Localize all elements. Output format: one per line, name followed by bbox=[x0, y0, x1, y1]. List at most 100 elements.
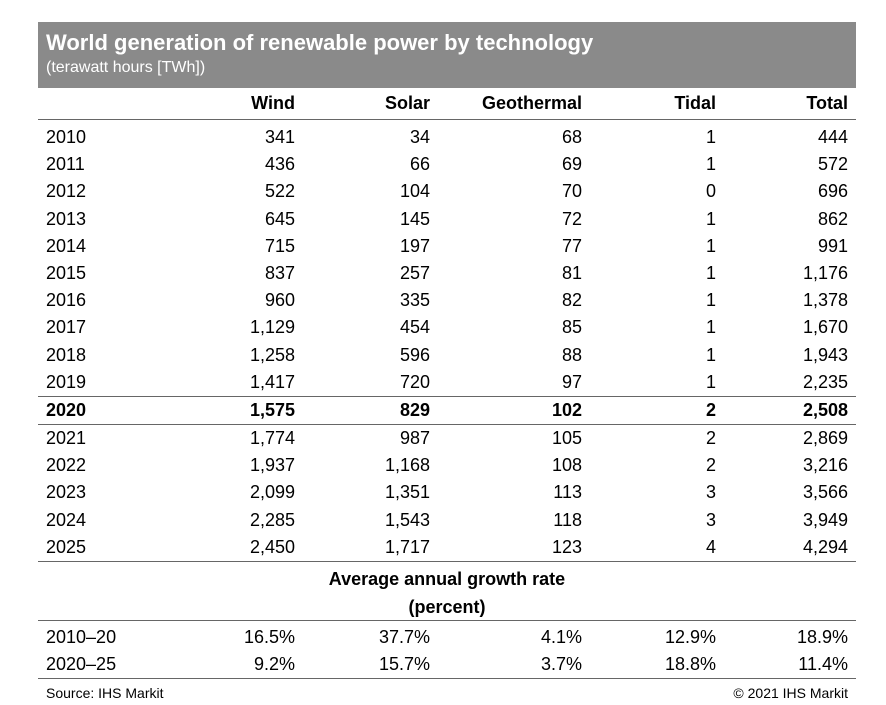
cell-wind: 1,774 bbox=[249, 428, 295, 449]
cell-tidal: 3 bbox=[705, 509, 716, 530]
cell-solar: 454 bbox=[399, 317, 430, 338]
cell-year: 2023 bbox=[46, 482, 87, 503]
cell-geothermal: 68 bbox=[561, 127, 582, 147]
cell-total: 696 bbox=[817, 181, 848, 202]
cell-wind: 341 bbox=[264, 127, 295, 147]
cell-tidal: 1 bbox=[705, 371, 716, 392]
cell-year: 2025 bbox=[46, 536, 87, 557]
table-row: 2024 2,285 1,543 118 3 3,949 bbox=[38, 507, 856, 534]
cell-solar: 1,168 bbox=[384, 455, 430, 476]
table-title: World generation of renewable power by t… bbox=[46, 30, 594, 55]
cell-year: 2016 bbox=[46, 290, 87, 311]
cell-solar: 257 bbox=[399, 262, 430, 283]
cell-wind: 960 bbox=[264, 290, 295, 311]
growth-title: Average annual growth rate bbox=[328, 569, 566, 589]
table-row: 2023 2,099 1,351 113 3 3,566 bbox=[38, 479, 856, 506]
cell-year: 2014 bbox=[46, 235, 87, 256]
cell-geothermal: 3.7% bbox=[540, 654, 582, 675]
column-header-geothermal: Geothermal bbox=[481, 93, 582, 113]
cell-total: 444 bbox=[817, 127, 848, 147]
cell-solar: 197 bbox=[399, 235, 430, 256]
cell-total: 2,869 bbox=[802, 428, 848, 449]
column-header-wind: Wind bbox=[251, 93, 295, 113]
growth-row: 2020–25 9.2% 15.7% 3.7% 18.8% 11.4% bbox=[38, 651, 856, 678]
cell-wind: 1,417 bbox=[249, 371, 295, 392]
cell-tidal: 1 bbox=[705, 344, 716, 365]
cell-wind: 2,450 bbox=[249, 536, 295, 557]
cell-tidal: 3 bbox=[705, 482, 716, 503]
cell-year: 2017 bbox=[46, 317, 87, 338]
cell-geothermal: 105 bbox=[551, 428, 582, 449]
cell-total: 1,943 bbox=[802, 344, 848, 365]
cell-total: 572 bbox=[817, 154, 848, 175]
cell-wind: 522 bbox=[264, 181, 295, 202]
growth-row: 2010–20 16.5% 37.7% 4.1% 12.9% 18.9% bbox=[38, 624, 856, 651]
cell-wind: 436 bbox=[264, 154, 295, 175]
cell-geothermal: 69 bbox=[561, 154, 582, 175]
cell-period: 2010–20 bbox=[46, 627, 117, 647]
cell-solar: 720 bbox=[399, 371, 430, 392]
cell-wind: 1,937 bbox=[249, 455, 295, 476]
table-row: 2021 1,774 987 105 2 2,869 bbox=[38, 425, 856, 452]
cell-tidal: 12.9% bbox=[664, 627, 716, 647]
table-row: 2022 1,937 1,168 108 2 3,216 bbox=[38, 452, 856, 479]
cell-year: 2010 bbox=[46, 127, 87, 147]
renewables-table: World generation of renewable power by t… bbox=[38, 22, 856, 705]
cell-total: 3,566 bbox=[802, 482, 848, 503]
copyright-note: © 2021 IHS Markit bbox=[733, 685, 848, 702]
cell-total: 11.4% bbox=[798, 654, 848, 675]
cell-period: 2020–25 bbox=[46, 654, 117, 675]
cell-year: 2018 bbox=[46, 344, 87, 365]
cell-geothermal: 97 bbox=[561, 371, 582, 392]
cell-wind: 16.5% bbox=[243, 627, 295, 647]
table-row: 2020 1,575 829 102 2 2,508 bbox=[38, 395, 856, 426]
cell-wind: 645 bbox=[264, 208, 295, 229]
table-row: 2013 645 145 72 1 862 bbox=[38, 206, 856, 233]
cell-wind: 1,575 bbox=[249, 399, 295, 420]
table-row: 2025 2,450 1,717 123 4 4,294 bbox=[38, 534, 856, 561]
cell-total: 18.9% bbox=[796, 627, 848, 647]
cell-year: 2020 bbox=[46, 399, 87, 420]
cell-solar: 15.7% bbox=[378, 654, 430, 675]
cell-wind: 2,099 bbox=[249, 482, 295, 503]
cell-total: 3,949 bbox=[802, 509, 848, 530]
cell-wind: 9.2% bbox=[253, 654, 295, 675]
cell-tidal: 1 bbox=[705, 262, 716, 283]
table-row: 2016 960 335 82 1 1,378 bbox=[38, 287, 856, 314]
cell-solar: 335 bbox=[399, 290, 430, 311]
table-footer: Source: IHS Markit © 2021 IHS Markit bbox=[38, 681, 856, 705]
column-header-row: Wind Solar Geothermal Tidal Total bbox=[38, 88, 856, 120]
cell-wind: 837 bbox=[264, 262, 295, 283]
cell-wind: 2,285 bbox=[249, 509, 295, 530]
column-header-total: Total bbox=[806, 93, 848, 113]
cell-geothermal: 102 bbox=[551, 399, 582, 420]
cell-solar: 145 bbox=[399, 208, 430, 229]
table-row: 2014 715 197 77 1 991 bbox=[38, 233, 856, 260]
growth-heading: Average annual growth rate (percent) bbox=[38, 561, 856, 620]
cell-tidal: 1 bbox=[705, 127, 716, 147]
cell-geothermal: 88 bbox=[561, 344, 582, 365]
cell-geothermal: 123 bbox=[551, 536, 582, 557]
cell-year: 2024 bbox=[46, 509, 87, 530]
table-row: 2011 436 66 69 1 572 bbox=[38, 151, 856, 178]
cell-total: 4,294 bbox=[802, 536, 848, 557]
cell-solar: 66 bbox=[409, 154, 430, 175]
table-row: 2017 1,129 454 85 1 1,670 bbox=[38, 314, 856, 341]
cell-tidal: 1 bbox=[705, 290, 716, 311]
cell-tidal: 1 bbox=[705, 154, 716, 175]
cell-geothermal: 77 bbox=[561, 235, 582, 256]
cell-solar: 1,351 bbox=[384, 482, 430, 503]
column-header-solar: Solar bbox=[384, 93, 430, 113]
cell-geothermal: 118 bbox=[553, 509, 582, 530]
cell-geothermal: 4.1% bbox=[540, 627, 582, 647]
growth-unit: (percent) bbox=[408, 597, 486, 617]
cell-year: 2013 bbox=[46, 208, 87, 229]
cell-year: 2015 bbox=[46, 262, 87, 283]
cell-year: 2011 bbox=[46, 154, 85, 175]
cell-total: 862 bbox=[817, 208, 848, 229]
cell-tidal: 0 bbox=[705, 181, 716, 202]
cell-tidal: 2 bbox=[705, 399, 716, 420]
data-rows: 2010 341 34 68 1 444 2011 436 66 69 1 572 2012 522 104… bbox=[38, 120, 856, 561]
cell-total: 3,216 bbox=[802, 455, 848, 476]
table-header: World generation of renewable power by t… bbox=[38, 22, 856, 88]
